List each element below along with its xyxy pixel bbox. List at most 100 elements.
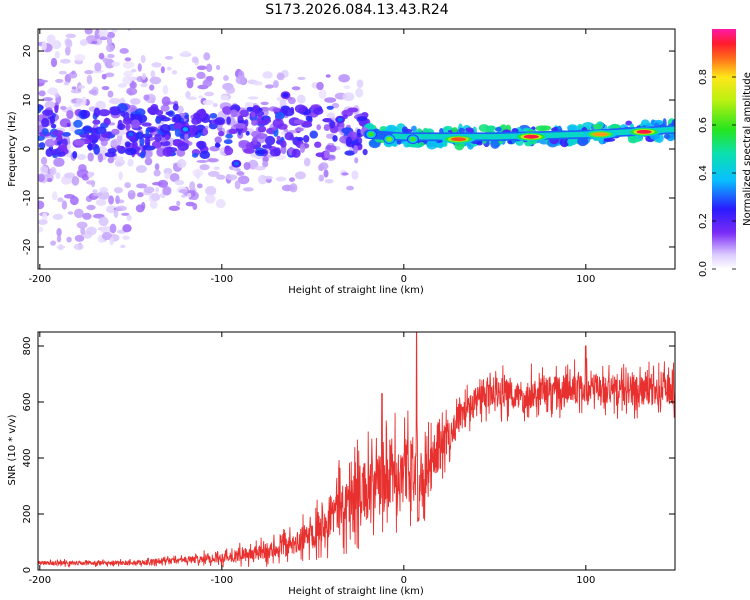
heatmap-cell — [117, 123, 126, 131]
snr-xtick-label: 100 — [576, 575, 595, 586]
heatmap-cell — [52, 213, 64, 220]
spectrogram-ytick-label: 0 — [22, 146, 33, 152]
heatmap-cell — [494, 127, 502, 132]
heatmap-cell — [215, 198, 226, 209]
heatmap-cell — [46, 34, 56, 44]
heatmap-cell — [44, 138, 55, 148]
spectrogram-xtick-label: -200 — [28, 274, 51, 285]
heatmap-cell — [222, 106, 232, 114]
heatmap-cell — [296, 94, 306, 104]
heatmap-cell — [99, 36, 109, 41]
snr-panel: -200 -100 0 100 0 200 400 600 800 Height of stra… — [7, 331, 676, 597]
heatmap-cell — [191, 152, 199, 158]
heatmap-cell — [38, 219, 48, 225]
heatmap-cell — [362, 148, 368, 156]
heatmap-cell — [125, 123, 131, 131]
heatmap-cell — [577, 136, 589, 147]
heatmap-cell — [88, 127, 99, 133]
heatmap-cell — [122, 224, 132, 233]
heatmap-cell — [209, 112, 218, 119]
heatmap-cell — [151, 140, 163, 149]
heatmap-cell — [56, 245, 66, 250]
heatmap-cell — [38, 173, 45, 183]
heatmap-cell — [354, 157, 359, 164]
heatmap-cell — [135, 204, 145, 213]
snr-ytick-label: 800 — [22, 336, 33, 355]
heatmap-cell — [324, 178, 334, 184]
heatmap-peak — [128, 132, 134, 137]
heatmap-cell — [143, 94, 150, 101]
heatmap-cell — [115, 195, 120, 205]
heatmap-cell — [458, 127, 465, 134]
heatmap-cell — [314, 141, 322, 148]
heatmap-cell — [172, 103, 179, 111]
heatmap-cell — [71, 176, 80, 186]
heatmap-cell — [155, 116, 162, 124]
heatmap-cell — [85, 20, 90, 23]
heatmap-cell — [225, 174, 238, 181]
heatmap-cell — [239, 109, 249, 118]
heatmap-cell — [66, 122, 71, 128]
heatmap-cell — [195, 170, 200, 180]
heatmap-cell — [196, 183, 203, 189]
heatmap-cell — [47, 87, 58, 96]
heatmap-cell — [204, 91, 215, 97]
heatmap-cell — [184, 114, 189, 120]
heatmap-cell — [130, 68, 137, 73]
heatmap-cell — [251, 136, 258, 145]
heatmap-cell — [79, 39, 88, 47]
heatmap-cell — [61, 200, 68, 210]
heatmap-cell — [49, 166, 57, 176]
heatmap-peak — [368, 132, 374, 137]
heatmap-cell — [90, 19, 99, 25]
heatmap-cell — [49, 115, 56, 125]
heatmap-cell — [92, 192, 103, 197]
heatmap-cell — [150, 192, 161, 202]
heatmap-cell — [51, 148, 58, 156]
heatmap-cell — [136, 183, 148, 189]
heatmap-cell — [116, 145, 122, 152]
heatmap-cell — [94, 126, 107, 135]
heatmap-cell — [56, 151, 66, 157]
colorbar-tick-label: 0.0 — [698, 261, 709, 277]
heatmap-cell — [276, 135, 281, 141]
heatmap-cell — [567, 137, 578, 146]
spectrogram-ytick-label: -20 — [22, 239, 33, 255]
heatmap-cell — [87, 152, 94, 162]
heatmap-cell — [62, 131, 71, 137]
heatmap-cell — [319, 162, 329, 170]
heatmap-peak — [233, 161, 240, 166]
heatmap-cell — [38, 90, 46, 97]
heatmap-cell — [238, 142, 249, 149]
heatmap-cell — [176, 200, 181, 207]
heatmap-cell — [189, 181, 196, 191]
heatmap-cell — [228, 128, 238, 135]
heatmap-cell — [272, 80, 279, 89]
heatmap-cell — [323, 169, 329, 178]
heatmap-cell — [326, 112, 335, 119]
heatmap-cell — [329, 120, 336, 129]
heatmap-cell — [242, 187, 254, 192]
heatmap-cell — [127, 158, 134, 167]
heatmap-cell — [136, 75, 144, 82]
heatmap-cell — [73, 119, 83, 128]
heatmap-cell — [66, 236, 72, 243]
heatmap-cell — [205, 185, 217, 196]
heatmap-cell — [177, 142, 189, 151]
heatmap-cell — [38, 142, 46, 149]
snr-ytick-label: 400 — [22, 448, 33, 467]
heatmap-cell — [165, 111, 174, 116]
heatmap-cell — [182, 50, 190, 56]
heatmap-cell — [559, 137, 570, 148]
heatmap-peak — [410, 137, 416, 142]
heatmap-cell — [213, 166, 220, 170]
heatmap-cell — [325, 144, 331, 151]
heatmap-cell — [187, 192, 192, 198]
heatmap-cell — [41, 128, 49, 136]
heatmap-cell — [293, 119, 305, 125]
heatmap-cell — [84, 70, 94, 75]
heatmap-cell — [56, 133, 63, 142]
heatmap-cell — [124, 57, 132, 62]
heatmap-cell — [485, 125, 496, 131]
heatmap-cell — [264, 84, 275, 89]
